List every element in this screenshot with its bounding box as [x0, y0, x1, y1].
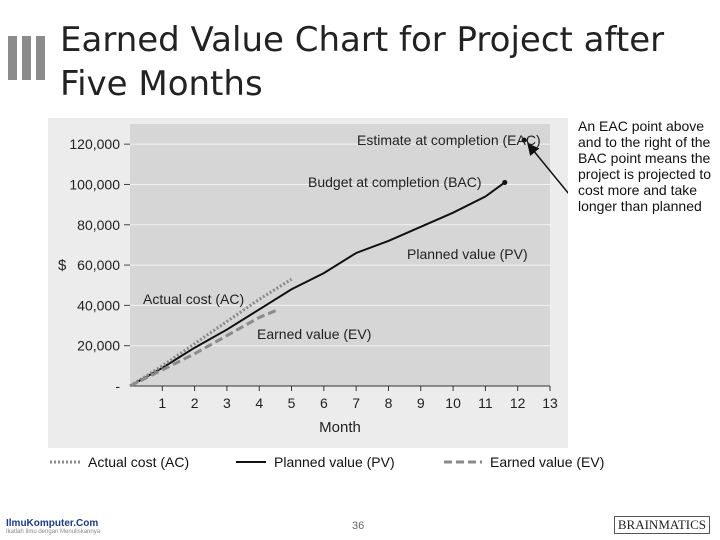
x-tick-label: 8 — [385, 395, 393, 411]
legend-pv: Planned value (PV) — [236, 454, 395, 470]
legend-ac-label: Actual cost (AC) — [88, 454, 190, 470]
slide-title: Earned Value Chart for Project after Fiv… — [60, 20, 665, 104]
pv-annotation: Planned value (PV) — [407, 246, 528, 262]
x-tick-label: 9 — [417, 395, 425, 411]
x-tick-label: 11 — [478, 395, 493, 411]
y-tick-label: 40,000 — [77, 297, 120, 313]
y-tick-label: 60,000 — [77, 257, 120, 273]
x-tick-label: 6 — [320, 395, 328, 411]
eac-arrow — [527, 142, 568, 194]
x-tick-label: 1 — [158, 395, 166, 411]
footer-logo-text: IlmuKomputer.Com — [6, 518, 99, 529]
y-axis-label: $ — [58, 257, 67, 274]
legend-ev-swatch — [444, 460, 482, 464]
x-tick-label: 13 — [542, 395, 558, 411]
x-tick-label: 4 — [255, 395, 263, 411]
x-tick-label: 2 — [191, 395, 199, 411]
eac-explanation-note: An EAC point above and to the right of t… — [578, 118, 712, 214]
x-tick-label: 5 — [288, 395, 296, 411]
series-line-dashed — [129, 308, 280, 388]
chart-area: - 20,000 40,000 60,000 80,000 100,000 120,000 $… — [48, 118, 568, 448]
footer-brand-logo: BRAINMATICS — [613, 516, 710, 534]
title-decoration — [8, 36, 48, 80]
bac-annotation: Budget at completion (BAC) — [308, 174, 482, 190]
ev-annotation: Earned value (EV) — [257, 326, 371, 342]
x-tick-label: 3 — [223, 395, 231, 411]
series-line-dotted — [129, 277, 293, 388]
y-tick-label: 120,000 — [69, 136, 120, 152]
legend-pv-swatch — [236, 461, 266, 463]
legend-ac-swatch — [50, 460, 80, 464]
legend-ev-label: Earned value (EV) — [490, 454, 605, 470]
footer-logo: IlmuKomputer.Com Ikatlah Ilmu dengan Men… — [6, 518, 100, 535]
plot-background — [130, 124, 550, 386]
series-line-solid — [129, 181, 506, 387]
y-tick-label: 20,000 — [77, 338, 120, 354]
eac-point — [521, 137, 527, 143]
x-axis-label: Month — [319, 419, 361, 436]
x-tick-label: 10 — [445, 395, 461, 411]
ac-annotation: Actual cost (AC) — [143, 291, 244, 307]
y-tick-label: 80,000 — [77, 217, 120, 233]
x-tick-label: 7 — [352, 395, 360, 411]
legend-pv-label: Planned value (PV) — [274, 454, 395, 470]
y-tick-label: 100,000 — [69, 176, 120, 192]
y-tick-label: - — [115, 378, 120, 394]
bac-point — [502, 179, 508, 185]
earned-value-chart: - 20,000 40,000 60,000 80,000 100,000 120,000 $… — [58, 124, 568, 436]
eac-annotation: Estimate at completion (EAC) — [357, 132, 541, 148]
footer-logo-tagline: Ikatlah Ilmu dengan Menuliskannya — [6, 529, 101, 535]
legend-ev: Earned value (EV) — [444, 454, 604, 470]
page-number: 36 — [352, 520, 365, 532]
x-tick-label: 12 — [510, 395, 526, 411]
legend-ac: Actual cost (AC) — [50, 454, 189, 470]
